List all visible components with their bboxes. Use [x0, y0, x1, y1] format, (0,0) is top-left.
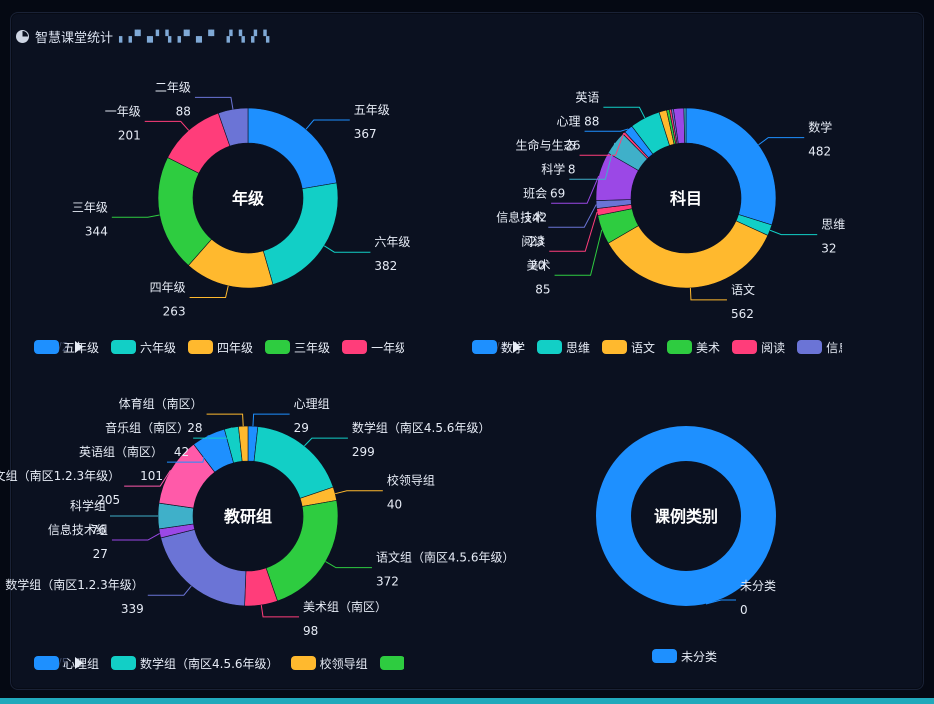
legend-swatch	[290, 656, 316, 670]
panel-subtitle: ▖▗▝▘▗▖▘▝▖▗▝▘▗▖▝▘ ▗▘▝▖▗▘▝▖	[119, 30, 273, 43]
legend-label: 未分类	[681, 649, 718, 664]
legend-swatch	[111, 340, 137, 354]
legend-item[interactable]: 美术	[667, 339, 720, 356]
legend-item[interactable]: 数学	[472, 339, 525, 356]
legend-swatch	[602, 340, 628, 354]
panel-title: 智慧课堂统计	[35, 31, 114, 46]
legend-label: 美术	[696, 340, 721, 355]
legend-swatch	[379, 656, 404, 670]
legend-item[interactable]: 四年级	[188, 339, 253, 356]
legend-swatch	[111, 656, 137, 670]
legend-label: 阅读	[761, 340, 786, 355]
next-page-icon[interactable]	[513, 341, 522, 353]
legend-swatch	[188, 340, 214, 354]
legend-swatch	[732, 340, 758, 354]
legend-swatch	[667, 340, 693, 354]
legend-item[interactable]: 阅读	[732, 339, 785, 356]
legend-swatch	[472, 340, 497, 354]
legend-item[interactable]: 三年级	[265, 339, 330, 356]
frame-bottom-border	[0, 698, 934, 704]
legend-label: 校领导组	[319, 656, 368, 671]
legend-label: 语文	[631, 340, 656, 355]
legend-label: 信息技术	[826, 340, 842, 355]
legend-label: 数学	[501, 340, 526, 355]
legend-swatch	[537, 340, 563, 354]
legend-swatch	[797, 340, 823, 354]
legend-item[interactable]: 六年级	[111, 339, 176, 356]
legend-item[interactable]: 五年级	[34, 339, 99, 356]
legend-item[interactable]: 信息技术	[797, 339, 842, 356]
legend-item[interactable]: 数学组（南区4.5.6年级）	[111, 655, 279, 672]
legend-label: 四年级	[217, 340, 254, 355]
legend-item[interactable]: 语文	[602, 339, 655, 356]
legend-item[interactable]: 校领导组	[290, 655, 368, 672]
legend-item[interactable]: 思维	[537, 339, 590, 356]
legend-label: 心理组	[63, 656, 100, 671]
legend-item[interactable]: 未分类	[652, 648, 717, 665]
next-page-icon[interactable]	[75, 341, 84, 353]
legend-label: 一年级	[371, 340, 404, 355]
pie-chart-icon	[16, 30, 29, 43]
legend-label: 六年级	[140, 340, 177, 355]
legend-label: 五年级	[63, 340, 100, 355]
legend-swatch	[34, 656, 59, 670]
legend-item[interactable]: 一年级	[342, 339, 404, 356]
legend-label: 数学组（南区4.5.6年级）	[140, 656, 279, 671]
legend-swatch	[34, 340, 59, 354]
legend-item[interactable]: 语文组（南区4.5.6年级）	[379, 655, 404, 672]
panel-header: 智慧课堂统计 ▖▗▝▘▗▖▘▝▖▗▝▘▗▖▝▘ ▗▘▝▖▗▘▝▖	[16, 27, 273, 46]
legend-label: 三年级	[294, 340, 331, 355]
grade-legend: 五年级 六年级 四年级 三年级 一年级 1/2	[34, 340, 404, 355]
legend-swatch	[265, 340, 291, 354]
next-page-icon[interactable]	[75, 657, 84, 669]
subject-legend: 数学思维语文美术阅读信息技术 1/4	[472, 340, 842, 355]
legend-label: 思维	[566, 340, 591, 355]
legend-swatch	[342, 340, 368, 354]
legend-item[interactable]: 心理组	[34, 655, 99, 672]
legend-swatch	[652, 649, 677, 663]
